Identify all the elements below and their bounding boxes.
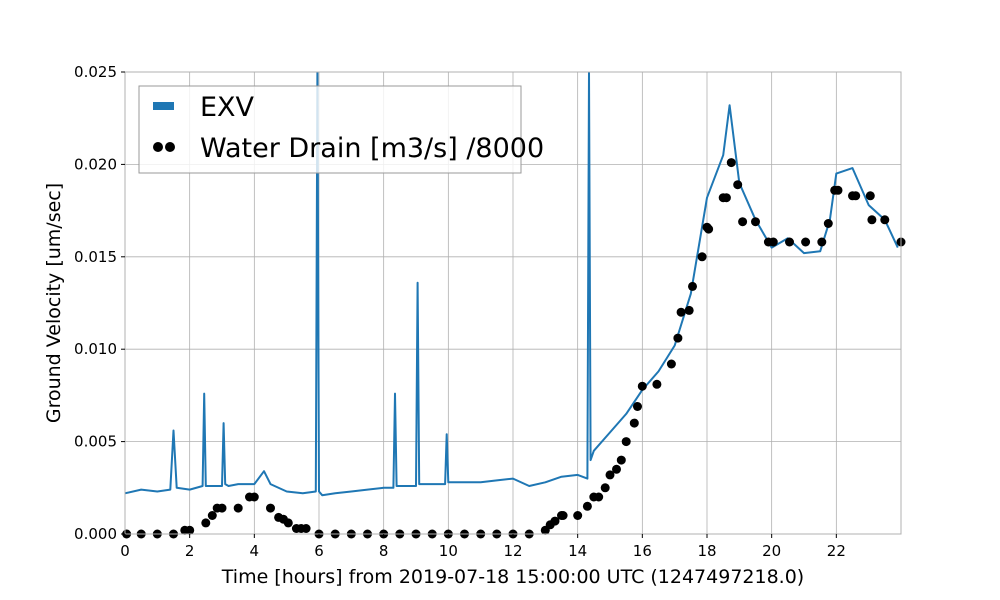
y-axis-label: Ground Velocity [um/sec] <box>43 183 65 423</box>
water-drain-point <box>823 219 833 228</box>
water-drain-point <box>676 307 686 317</box>
water-drain-point <box>738 217 748 227</box>
water-drain-point <box>616 455 626 465</box>
water-drain-point <box>721 193 731 203</box>
water-drain-point <box>652 379 662 389</box>
x-tick-label: 6 <box>314 542 324 560</box>
water-drain-point <box>733 180 743 190</box>
water-drain-point <box>704 224 714 234</box>
x-tick-label: 14 <box>568 542 587 560</box>
legend-box <box>138 85 522 174</box>
water-drain-point <box>283 518 293 528</box>
x-tick-label: 16 <box>633 542 652 560</box>
y-tick-label: 0.025 <box>74 63 117 81</box>
water-drain-point <box>817 237 827 247</box>
x-tick-label: 0 <box>120 542 130 560</box>
water-drain-point <box>865 191 875 201</box>
water-drain-point <box>684 305 694 315</box>
y-tick-label: 0.020 <box>74 155 117 173</box>
x-tick-label: 18 <box>697 542 716 560</box>
x-axis: 0 2 4 6 8 10 12 14 16 18 20 22 <box>120 534 846 560</box>
y-tick-label: 0.000 <box>74 525 117 543</box>
water-drain-point <box>612 464 621 474</box>
x-tick-label: 2 <box>185 542 195 560</box>
water-drain-point <box>697 252 707 262</box>
y-tick-label: 0.005 <box>74 433 117 451</box>
water-drain-point <box>633 402 642 411</box>
water-drain-point <box>582 501 592 511</box>
water-drain-point <box>233 503 243 513</box>
legend-marker-water-drain <box>153 142 163 152</box>
legend-swatch-exv <box>153 102 174 110</box>
water-drain-point <box>594 492 604 502</box>
water-drain-point <box>573 511 583 520</box>
water-drain-point <box>867 215 877 225</box>
water-drain-point <box>880 215 890 225</box>
plot-area <box>122 72 906 539</box>
water-drain-point <box>605 470 615 480</box>
water-drain-point <box>217 503 227 513</box>
legend-marker-water-drain-2 <box>165 142 175 152</box>
water-drain-point <box>201 518 211 528</box>
water-drain-point <box>801 237 811 247</box>
water-drain-point <box>629 418 639 428</box>
water-drain-point <box>833 185 843 195</box>
x-tick-label: 20 <box>762 542 781 560</box>
water-drain-point <box>558 511 568 520</box>
x-tick-label: 12 <box>503 542 522 560</box>
series-line-exv <box>125 72 899 497</box>
x-tick-label: 8 <box>379 542 389 560</box>
legend-label-exv: EXV <box>200 92 255 123</box>
x-tick-label: 10 <box>439 542 458 560</box>
x-axis-label: Time [hours] from 2019-07-18 15:00:00 UT… <box>221 566 804 588</box>
water-drain-point <box>768 237 778 247</box>
water-drain-point <box>785 237 794 247</box>
water-drain-point <box>688 281 697 291</box>
y-axis: 0.000 0.005 0.010 0.015 0.020 0.025 <box>74 63 125 543</box>
water-drain-point <box>600 483 610 493</box>
legend: EXV Water Drain [m3/s] /8000 <box>138 85 544 174</box>
water-drain-point <box>673 333 683 343</box>
water-drain-point <box>266 503 275 513</box>
x-tick-label: 22 <box>827 542 846 560</box>
water-drain-point <box>301 524 311 533</box>
water-drain-point <box>726 158 736 168</box>
water-drain-point <box>851 191 861 201</box>
water-drain-point <box>249 492 259 502</box>
water-drain-point <box>751 217 760 227</box>
water-drain-point <box>621 437 631 447</box>
y-tick-label: 0.015 <box>74 248 117 266</box>
legend-label-water-drain: Water Drain [m3/s] /8000 <box>200 133 544 164</box>
water-drain-point <box>666 359 676 369</box>
water-drain-point <box>207 511 217 520</box>
y-tick-label: 0.010 <box>74 340 117 358</box>
x-tick-label: 4 <box>250 542 260 560</box>
water-drain-point <box>550 516 560 526</box>
water-drain-point <box>185 525 195 535</box>
water-drain-point <box>637 381 647 391</box>
